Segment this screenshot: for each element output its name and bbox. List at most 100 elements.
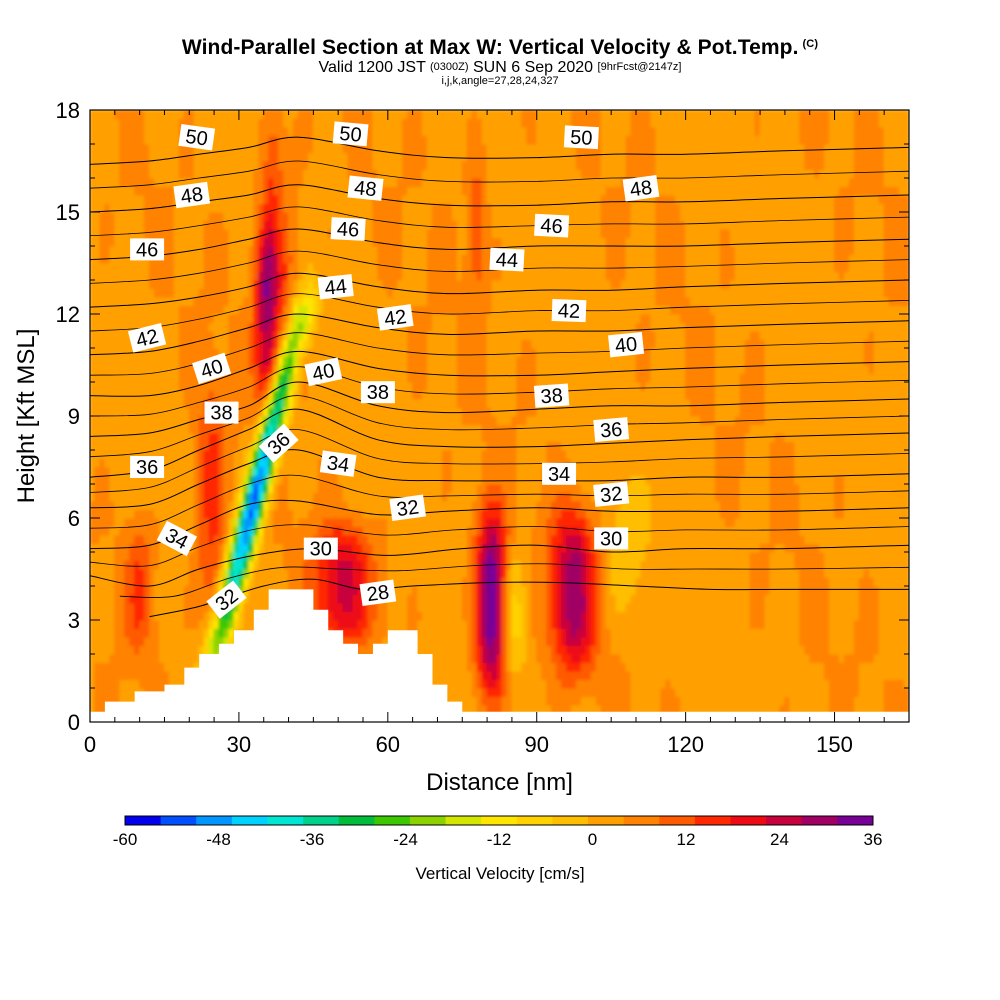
- contour-label: 34: [319, 450, 357, 477]
- theta-contour-34: [90, 449, 909, 509]
- contour-label: 32: [389, 494, 427, 521]
- contour-label: 50: [332, 121, 369, 147]
- chart-subtitle: Valid 1200 JST (0300Z) SUN 6 Sep 2020 [9…: [0, 59, 1000, 77]
- contour-label: 40: [608, 331, 645, 358]
- theta-contour-minor: [90, 160, 909, 189]
- valid-time: Valid 1200 JST: [318, 59, 426, 76]
- colorbar-swatch: [231, 816, 268, 825]
- svg-text:32: 32: [599, 483, 623, 507]
- potential-temperature-contours: [90, 136, 909, 618]
- x-tick-label: 60: [376, 732, 400, 757]
- contour-label: 42: [551, 299, 587, 323]
- theta-contour-minor: [90, 206, 909, 237]
- theta-contour-28: [149, 578, 909, 618]
- svg-text:30: 30: [600, 528, 622, 550]
- colorbar-swatch: [623, 816, 660, 825]
- y-tick-label: 3: [68, 608, 80, 633]
- contour-label: 44: [317, 274, 354, 300]
- contour-label: 36: [130, 456, 165, 479]
- theta-contour-minor: [90, 250, 909, 284]
- colorbar-tick-label: -36: [300, 830, 325, 849]
- x-tick-label: 0: [84, 732, 96, 757]
- y-axis-label: Height [Kft MSL]: [13, 329, 40, 504]
- y-tick-label: 18: [56, 98, 80, 123]
- svg-text:46: 46: [136, 239, 158, 261]
- contour-label: 48: [347, 175, 384, 201]
- colorbar-swatch: [588, 816, 625, 825]
- theta-contour-minor: [119, 563, 909, 598]
- copyright-mark: (C): [802, 38, 819, 50]
- x-tick-label: 150: [816, 732, 853, 757]
- x-tick-label: 120: [667, 732, 704, 757]
- utc-time: (0300Z): [430, 61, 469, 73]
- colorbar-swatch: [374, 816, 411, 825]
- colorbar-tick-label: -48: [206, 830, 231, 849]
- theta-contour-minor: [90, 474, 909, 529]
- contour-label: 36: [593, 417, 630, 443]
- colorbar-swatch: [445, 816, 482, 825]
- colorbar-swatch: [338, 816, 375, 825]
- svg-text:28: 28: [365, 581, 390, 606]
- colorbar-tick-label: 24: [770, 830, 789, 849]
- svg-text:38: 38: [540, 385, 564, 408]
- theta-contour-42: [90, 313, 909, 356]
- contour-label: 38: [204, 401, 239, 425]
- contour-label: 50: [563, 125, 599, 150]
- contour-label: 38: [360, 381, 395, 404]
- colorbar-swatch: [125, 816, 162, 825]
- svg-text:42: 42: [557, 300, 580, 323]
- x-tick-label: 90: [524, 732, 548, 757]
- theta-contour-44: [90, 272, 909, 308]
- svg-text:34: 34: [325, 452, 350, 477]
- theta-contour-40: [90, 350, 909, 397]
- contour-label: 44: [489, 247, 525, 272]
- svg-text:44: 44: [495, 249, 518, 272]
- contour-label: 46: [534, 213, 570, 238]
- svg-text:30: 30: [310, 539, 332, 561]
- chart-title-text: Wind-Parallel Section at Max W: Vertical…: [181, 36, 799, 59]
- colorbar-swatch: [303, 816, 340, 825]
- svg-text:48: 48: [179, 184, 204, 209]
- svg-text:50: 50: [570, 127, 593, 150]
- theta-contour-38: [90, 381, 909, 437]
- valid-date: SUN 6 Sep 2020: [473, 59, 594, 76]
- theta-contour-minor: [90, 366, 909, 417]
- theta-contour-36: [90, 408, 909, 478]
- colorbar-swatch: [694, 816, 731, 825]
- colorbar-swatch: [730, 816, 767, 825]
- svg-text:42: 42: [134, 325, 161, 352]
- y-tick-label: 12: [56, 302, 80, 327]
- colorbar-swatch: [409, 816, 446, 825]
- theta-contour-46: [90, 228, 909, 261]
- theta-contour-32: [90, 499, 909, 550]
- svg-text:34: 34: [548, 464, 570, 486]
- colorbar-swatch: [516, 816, 553, 825]
- y-tick-label: 9: [68, 404, 80, 429]
- contour-label: 30: [303, 537, 338, 561]
- contour-label: 42: [127, 323, 167, 353]
- svg-text:48: 48: [629, 177, 654, 202]
- contour-label: 40: [304, 357, 343, 387]
- terrain-profile: [90, 589, 909, 722]
- colorbar-tick-label: 36: [864, 830, 883, 849]
- svg-text:42: 42: [383, 306, 408, 331]
- y-tick-label: 15: [56, 200, 80, 225]
- colorbar-tick-label: 12: [677, 830, 696, 849]
- x-tick-label: 30: [227, 732, 251, 757]
- colorbar-swatch: [267, 816, 304, 825]
- svg-text:38: 38: [210, 403, 232, 425]
- svg-text:46: 46: [336, 218, 359, 241]
- contour-label: 38: [533, 383, 570, 408]
- colorbar-tick-label: -12: [487, 830, 512, 849]
- contour-label: 46: [130, 238, 165, 261]
- svg-text:36: 36: [599, 419, 623, 443]
- theta-contour-minor: [90, 524, 909, 567]
- colorbar-swatch: [801, 816, 838, 825]
- contour-label: 46: [330, 217, 366, 242]
- theta-contour-30: [90, 544, 909, 587]
- colorbar-swatch: [766, 816, 803, 825]
- colorbar-tick-label: -24: [393, 830, 418, 849]
- svg-text:40: 40: [614, 333, 638, 357]
- contour-label: 42: [376, 304, 414, 331]
